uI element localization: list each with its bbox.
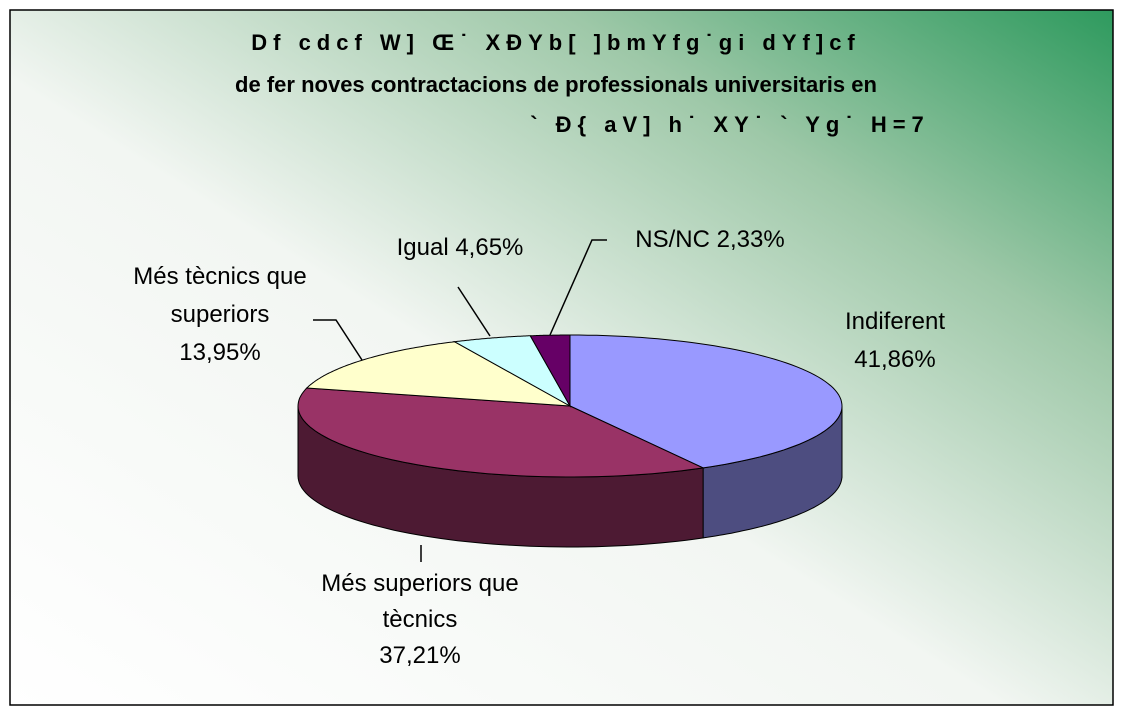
value-label: 4,65% bbox=[455, 234, 524, 261]
pie-slice bbox=[297, 387, 705, 478]
leader-line bbox=[549, 239, 607, 336]
value-label: 41,86% bbox=[854, 346, 936, 373]
chart-title: ` Ð{ aV] h˙ XY˙ ` Yg˙ H=7 bbox=[530, 112, 930, 137]
pie-slice bbox=[569, 334, 843, 469]
data-label: NS/NC 2,33% bbox=[600, 221, 820, 259]
leader-line bbox=[457, 286, 491, 337]
chart-title: Df cdcf W] Œ˙ XÐYb[ ]bmYfg˙gi dYf]cf bbox=[251, 30, 861, 55]
category-label: Més tècnics que superiors bbox=[133, 263, 307, 328]
pie-slice bbox=[452, 335, 572, 408]
value-label: 2,33% bbox=[716, 226, 785, 253]
value-label: 37,21% bbox=[379, 642, 461, 669]
data-label: Indiferent 41,86% bbox=[800, 303, 990, 379]
data-label: Més superiors que tècnics 37,21% bbox=[300, 566, 540, 674]
data-label: Més tècnics que superiors 13,95% bbox=[120, 258, 320, 372]
leader-line bbox=[313, 319, 363, 361]
leader-lines bbox=[313, 239, 607, 562]
category-label: Indiferent bbox=[844, 308, 946, 335]
pie-slice bbox=[529, 334, 571, 408]
category-label: NS/NC bbox=[635, 226, 710, 253]
value-label: 13,95% bbox=[179, 339, 261, 366]
category-label: Més superiors que tècnics bbox=[321, 570, 519, 633]
pie-slice bbox=[305, 341, 571, 407]
data-label: Igual 4,65% bbox=[370, 229, 550, 267]
category-label: Igual bbox=[396, 234, 449, 261]
chart-title: de fer noves contractacions de professio… bbox=[235, 72, 877, 97]
